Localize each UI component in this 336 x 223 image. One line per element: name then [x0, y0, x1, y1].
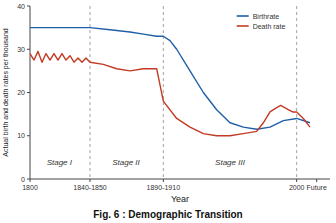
- legend-entry: Birthrate: [253, 13, 280, 20]
- legend-swatch: [237, 25, 249, 27]
- x-axis-line: [30, 179, 330, 180]
- series-line: [30, 51, 310, 135]
- stage-divider: [296, 6, 297, 179]
- y-tick-label: 20: [17, 89, 25, 96]
- y-tick: [27, 6, 30, 7]
- chart: 0 10 20 30 40 1800 1840-1850 1890-1910 2000Futur…: [0, 0, 336, 223]
- x-tick-label: 2000: [289, 184, 305, 191]
- y-tick-label: 0: [21, 176, 25, 183]
- y-tick-label: 40: [17, 3, 25, 10]
- x-axis-label: Year: [171, 194, 189, 204]
- stage-label: Stage II: [112, 158, 140, 167]
- legend: Birthrate Death rate: [237, 13, 286, 30]
- title: Fig. 6 : Demographic Transition: [93, 209, 242, 220]
- x-tick: [296, 179, 297, 182]
- y-tick: [27, 92, 30, 93]
- legend-swatch: [237, 15, 249, 17]
- x-tick-label: 1890-1910: [147, 184, 181, 191]
- stage-divider: [90, 6, 91, 179]
- x-tick-label: 1840-1850: [73, 184, 107, 191]
- series-group: [30, 28, 310, 136]
- stage-label: Stage III: [215, 158, 246, 167]
- y-tick-label: 10: [17, 132, 25, 139]
- x-tick: [316, 179, 317, 182]
- y-tick-label: 30: [17, 46, 25, 53]
- x-tick-label: 1800: [22, 184, 38, 191]
- legend-entry: Death rate: [253, 23, 286, 30]
- y-tick: [27, 135, 30, 136]
- stage-label: Stage I: [47, 158, 73, 167]
- y-tick: [27, 49, 30, 50]
- stage-divider: [163, 6, 164, 179]
- y-axis-label: Actual birth and death rates per thousan…: [2, 28, 10, 157]
- x-tick: [90, 179, 91, 182]
- x-tick: [30, 179, 31, 182]
- x-tick-label: Future: [307, 184, 327, 191]
- x-tick: [163, 179, 164, 182]
